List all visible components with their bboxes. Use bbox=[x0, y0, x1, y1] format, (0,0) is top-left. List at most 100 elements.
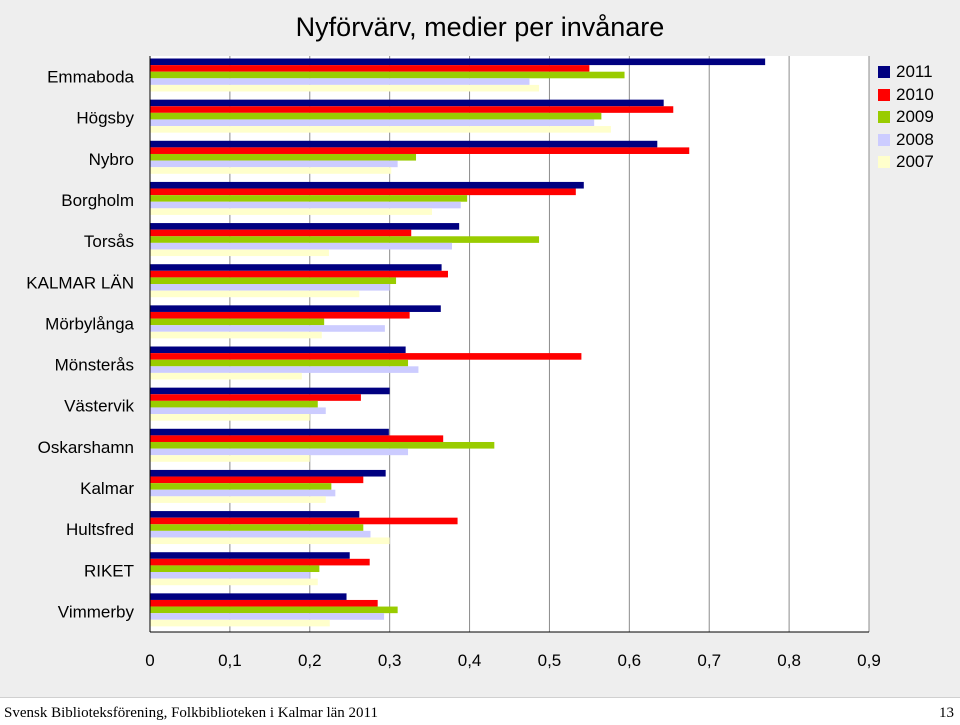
bar-2010 bbox=[150, 106, 674, 113]
bar-2009 bbox=[150, 606, 398, 614]
bar-2009 bbox=[150, 524, 364, 531]
bar-2008 bbox=[150, 78, 530, 85]
bar-2007 bbox=[150, 290, 360, 298]
category-label: Torsås bbox=[84, 232, 134, 251]
category-label: Hultsfred bbox=[66, 520, 134, 539]
category-label: Mörbylånga bbox=[45, 314, 134, 333]
bar-2011 bbox=[150, 140, 658, 148]
bar-2010 bbox=[150, 558, 370, 566]
legend-item: 2011 bbox=[878, 61, 958, 84]
bar-2008 bbox=[150, 407, 326, 415]
category-label: Emmaboda bbox=[47, 68, 134, 87]
bar-2008 bbox=[150, 119, 595, 127]
bar-2008 bbox=[150, 284, 390, 291]
legend-label: 2011 bbox=[896, 62, 933, 82]
bar-2007 bbox=[150, 372, 302, 380]
bar-chart: Emmaboda Högsby Nybro Borgholm Torsås KALMAR … bbox=[26, 56, 881, 670]
bar-2009 bbox=[150, 318, 325, 326]
bar-2008 bbox=[150, 613, 385, 620]
category-label: Nybro bbox=[89, 150, 134, 169]
bar-2007 bbox=[150, 455, 310, 462]
bar-2008 bbox=[150, 489, 336, 497]
chart-title: Nyförvärv, medier per invånare bbox=[295, 12, 665, 42]
x-tick-label: 0,7 bbox=[697, 651, 721, 670]
bar-2011 bbox=[150, 305, 441, 312]
x-tick-label: 0,6 bbox=[618, 651, 642, 670]
bar-2010 bbox=[150, 435, 444, 442]
bar-2010 bbox=[150, 476, 364, 484]
bar-2011 bbox=[150, 264, 442, 271]
bar-2009 bbox=[150, 277, 397, 285]
bar-2008 bbox=[150, 242, 452, 250]
legend-swatch bbox=[878, 111, 890, 124]
bar-2007 bbox=[150, 167, 392, 174]
bar-2010 bbox=[150, 599, 378, 607]
category-label: Borgholm bbox=[61, 191, 134, 210]
footer-source: Svensk Biblioteksförening, Folkbibliotek… bbox=[4, 705, 378, 721]
legend-item: 2008 bbox=[878, 129, 958, 152]
category-label: RIKET bbox=[84, 561, 134, 580]
x-tick-label: 0,3 bbox=[378, 651, 402, 670]
bar-2008 bbox=[150, 448, 409, 456]
x-tick-label: 0,8 bbox=[777, 651, 801, 670]
bar-2009 bbox=[150, 441, 495, 449]
category-label: KALMAR LÄN bbox=[26, 273, 134, 292]
bar-2011 bbox=[150, 469, 386, 477]
bar-2011 bbox=[150, 387, 390, 395]
footer-divider bbox=[0, 697, 960, 698]
legend-item: 2007 bbox=[878, 151, 958, 174]
bar-2009 bbox=[150, 483, 332, 490]
bar-2011 bbox=[150, 223, 460, 230]
bar-2011 bbox=[150, 593, 347, 600]
category-label: Mönsterås bbox=[55, 356, 134, 375]
bar-2009 bbox=[150, 400, 318, 408]
bar-2010 bbox=[150, 353, 582, 360]
legend-label: 2008 bbox=[896, 129, 934, 149]
category-label: Vimmerby bbox=[58, 602, 135, 621]
bar-2010 bbox=[150, 188, 576, 196]
bar-2010 bbox=[150, 517, 458, 525]
bar-2011 bbox=[150, 99, 664, 107]
bar-2010 bbox=[150, 270, 448, 278]
bar-2008 bbox=[150, 366, 419, 373]
bar-2010 bbox=[150, 229, 412, 237]
page-number: 13 bbox=[939, 705, 954, 721]
bar-2010 bbox=[150, 311, 410, 319]
category-label: Västervik bbox=[64, 397, 134, 416]
x-tick-label: 0 bbox=[145, 651, 154, 670]
bar-2007 bbox=[150, 84, 540, 92]
bar-2008 bbox=[150, 325, 385, 332]
bar-2007 bbox=[150, 578, 318, 586]
bar-2011 bbox=[150, 511, 360, 518]
bar-2010 bbox=[150, 394, 361, 401]
category-label: Oskarshamn bbox=[38, 438, 134, 457]
legend-swatch bbox=[878, 156, 890, 169]
legend-swatch bbox=[878, 88, 890, 101]
bar-2010 bbox=[150, 147, 690, 154]
bar-2011 bbox=[150, 346, 406, 354]
bar-2011 bbox=[150, 428, 389, 436]
legend-label: 2009 bbox=[896, 107, 934, 127]
legend-swatch bbox=[878, 66, 890, 79]
bar-2008 bbox=[150, 572, 310, 579]
chart-legend: 2011 2010 2009 2008 2007 bbox=[878, 61, 958, 174]
bar-2009 bbox=[150, 153, 417, 161]
bar-2008 bbox=[150, 530, 371, 538]
bar-2010 bbox=[150, 65, 590, 72]
category-label: Kalmar bbox=[80, 479, 134, 498]
bar-2009 bbox=[150, 359, 409, 367]
bar-2007 bbox=[150, 331, 322, 339]
category-label: Högsby bbox=[76, 109, 134, 128]
bar-2011 bbox=[150, 552, 350, 559]
bar-2009 bbox=[150, 236, 540, 243]
x-tick-label: 0,9 bbox=[857, 651, 881, 670]
legend-label: 2010 bbox=[896, 84, 934, 104]
chart-frame: Nyförvärv, medier per invånare Emmaboda H… bbox=[0, 0, 960, 697]
x-tick-label: 0,5 bbox=[538, 651, 562, 670]
bar-2011 bbox=[150, 181, 584, 189]
bar-2007 bbox=[150, 249, 329, 257]
bar-2007 bbox=[150, 537, 390, 545]
bar-2008 bbox=[150, 201, 461, 209]
bar-2007 bbox=[150, 619, 330, 627]
legend-item: 2010 bbox=[878, 84, 958, 107]
